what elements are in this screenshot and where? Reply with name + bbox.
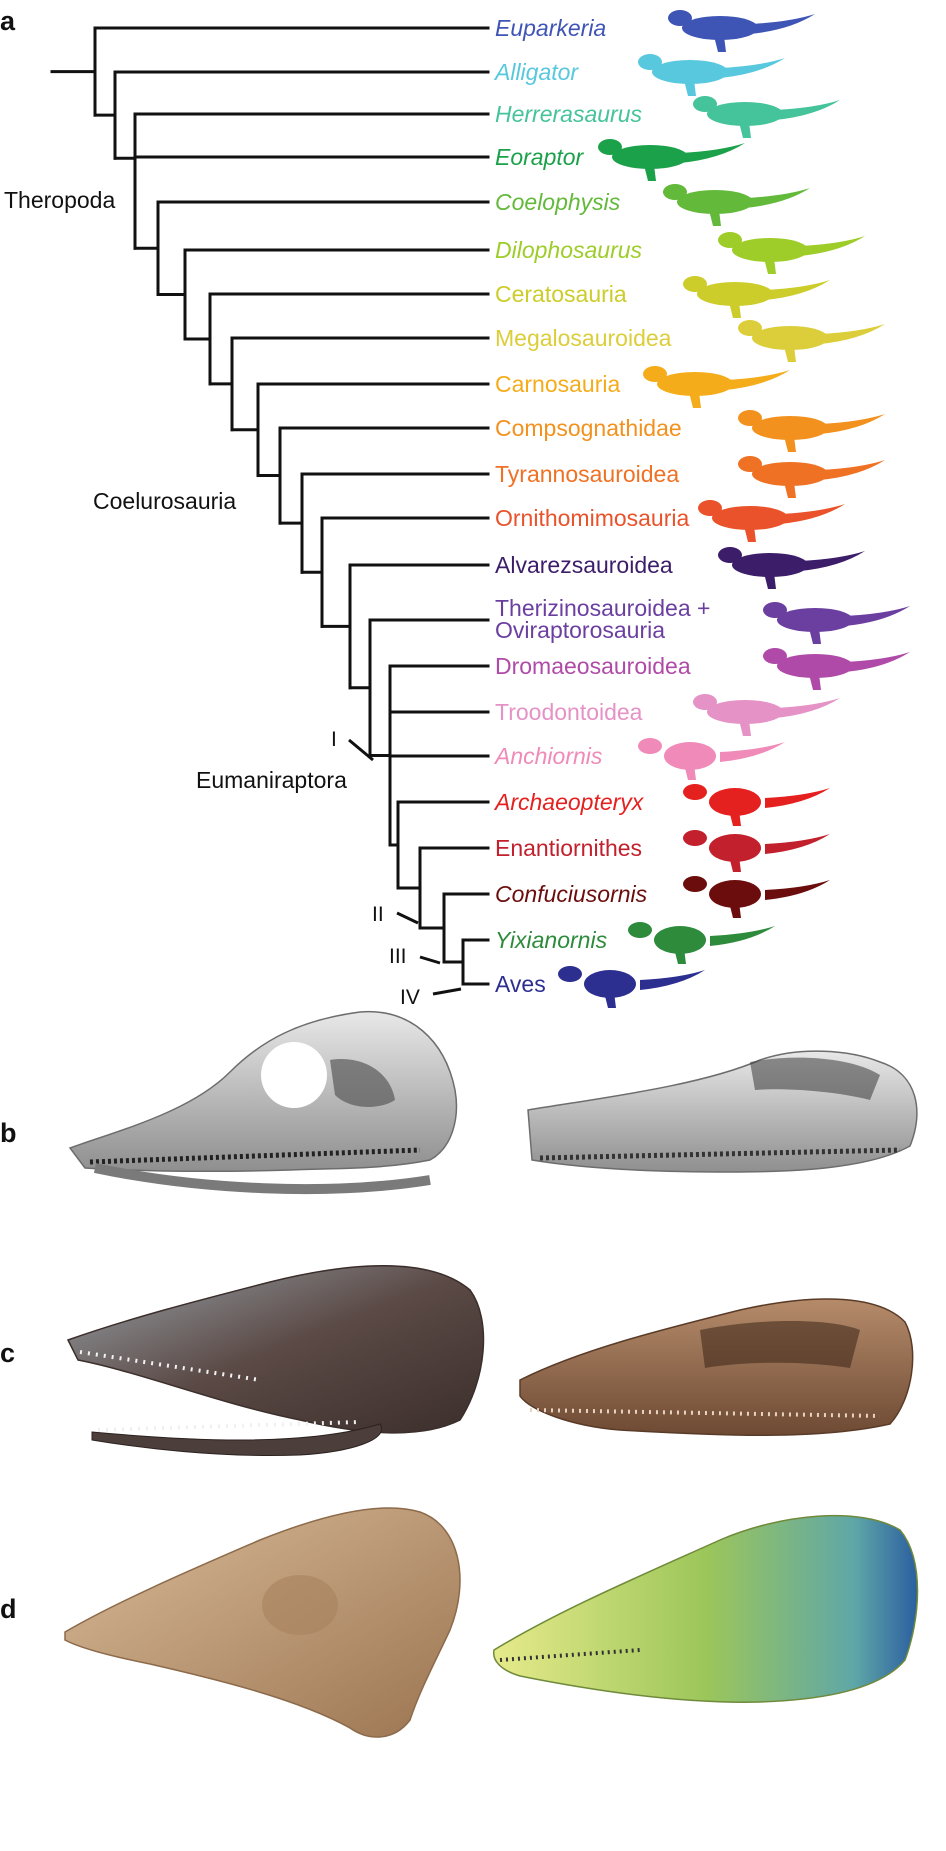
silhouette xyxy=(598,139,745,181)
silhouette xyxy=(693,96,840,138)
taxon-label: Megalosauroidea xyxy=(495,325,672,351)
silhouette xyxy=(558,966,705,1008)
panel-letter-a: a xyxy=(0,6,16,36)
silhouette xyxy=(683,876,830,918)
node-tick-2 xyxy=(396,911,419,925)
taxon-label: Alligator xyxy=(493,59,579,85)
taxon-label: Coelophysis xyxy=(495,189,621,215)
taxon-label: Confuciusornis xyxy=(495,881,648,907)
skull-c-right xyxy=(519,1298,914,1437)
taxon-label: Alvarezsauroidea xyxy=(495,552,673,578)
taxon-label: Ceratosauria xyxy=(495,281,627,307)
silhouette xyxy=(738,320,885,362)
taxon-label: Dromaeosauroidea xyxy=(495,653,691,679)
taxon-label: Ornithomimosauria xyxy=(495,505,689,531)
silhouette xyxy=(683,830,830,872)
taxon-label: Yixianornis xyxy=(495,927,608,953)
taxon-label: Dilophosaurus xyxy=(495,237,643,263)
skull-b-right xyxy=(527,1050,918,1173)
taxon-label: Archaeopteryx xyxy=(493,789,645,815)
silhouette xyxy=(763,602,910,644)
clade-label-coelurosauria: Coelurosauria xyxy=(93,488,236,514)
node-label-4: IV xyxy=(400,986,420,1009)
phylogenetic-tree xyxy=(50,26,490,986)
node-label-3: III xyxy=(389,945,407,968)
taxon-label: Aves xyxy=(495,971,546,997)
node-label-1: I xyxy=(331,728,337,751)
silhouette xyxy=(698,500,845,542)
panel-letter-c: c xyxy=(0,1338,15,1368)
taxon-label: Tyrannosauroidea xyxy=(495,461,679,487)
taxon-label: Enantiornithes xyxy=(495,835,642,861)
silhouette xyxy=(638,54,785,96)
skull-c-left xyxy=(66,1265,485,1457)
silhouette xyxy=(683,784,830,826)
clade-label-eumaniraptora: Eumaniraptora xyxy=(196,767,347,793)
taxon-label: Troodontoidea xyxy=(495,699,643,725)
silhouette xyxy=(638,738,785,780)
taxon-labels: Euparkeria Alligator Herrerasaurus Eoraptor… xyxy=(493,15,710,997)
skull-b-left xyxy=(68,1010,458,1195)
silhouette xyxy=(668,10,815,52)
silhouette xyxy=(718,232,865,274)
skull-d-right xyxy=(492,1514,919,1703)
silhouette xyxy=(693,694,840,736)
silhouette xyxy=(763,648,910,690)
taxon-silhouettes xyxy=(558,10,910,1008)
node-label-2: II xyxy=(372,903,384,926)
skull-d-left xyxy=(64,1507,461,1738)
silhouette xyxy=(738,456,885,498)
node-tick-4 xyxy=(432,987,462,996)
taxon-label: Eoraptor xyxy=(495,144,585,170)
silhouette xyxy=(738,410,885,452)
node-tick-3 xyxy=(419,955,441,965)
silhouette xyxy=(663,184,810,226)
taxon-label: Euparkeria xyxy=(495,15,606,41)
clade-label-theropoda: Theropoda xyxy=(4,187,115,213)
silhouette xyxy=(628,922,775,964)
taxon-label: Herrerasaurus xyxy=(495,101,642,127)
silhouette xyxy=(718,547,865,589)
silhouette xyxy=(643,366,790,408)
taxon-label: Therizinosauroidea + Oviraptorosauria xyxy=(495,595,710,643)
panel-letter-b: b xyxy=(0,1118,17,1148)
taxon-label: Anchiornis xyxy=(493,743,603,769)
node-tick-1 xyxy=(348,738,374,762)
silhouette xyxy=(683,276,830,318)
panel-letter-d: d xyxy=(0,1594,17,1624)
taxon-label: Compsognathidae xyxy=(495,415,682,441)
taxon-label: Carnosauria xyxy=(495,371,620,397)
